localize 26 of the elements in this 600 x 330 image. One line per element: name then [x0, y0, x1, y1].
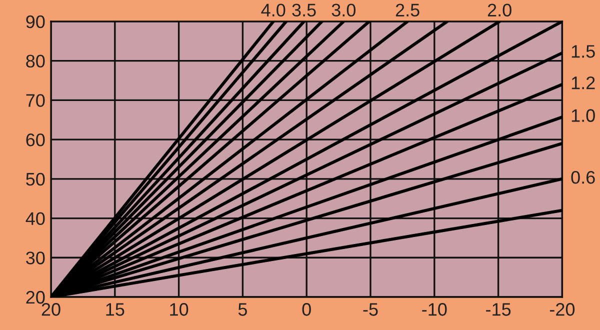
- annotation: 3.0: [332, 4, 356, 16]
- y-tick-label: 40: [26, 212, 45, 225]
- y-tick-label: 90: [26, 15, 45, 28]
- annotation: 1.0: [572, 109, 595, 122]
- x-tick-label: -20: [550, 303, 575, 316]
- x-tick-label: 0: [302, 303, 311, 316]
- annotation: 0.6: [571, 170, 595, 184]
- x-tick-label: 20: [42, 303, 60, 316]
- x-tick-label: -15: [486, 303, 511, 316]
- annotation: 2.0: [488, 4, 512, 16]
- annotation: 2.5: [396, 4, 420, 16]
- x-tick-label: 15: [106, 303, 124, 316]
- annotation: 1.2: [572, 76, 595, 90]
- x-tick-label: -10: [422, 303, 447, 316]
- y-tick-label: 70: [26, 94, 45, 107]
- x-tick-label: 10: [170, 303, 188, 316]
- x-tick-label: -5: [363, 303, 378, 316]
- annotation: 4.0: [261, 4, 286, 16]
- y-tick-label: 30: [26, 252, 45, 264]
- y-tick-label: 50: [26, 172, 45, 186]
- annotation: 1.5: [572, 45, 595, 58]
- y-tick-label: 80: [26, 54, 45, 68]
- x-tick-label: 5: [238, 303, 247, 316]
- y-tick-label: 60: [26, 133, 45, 146]
- y-tick-label: 20: [26, 290, 45, 304]
- annotation: 3.5: [292, 4, 316, 16]
